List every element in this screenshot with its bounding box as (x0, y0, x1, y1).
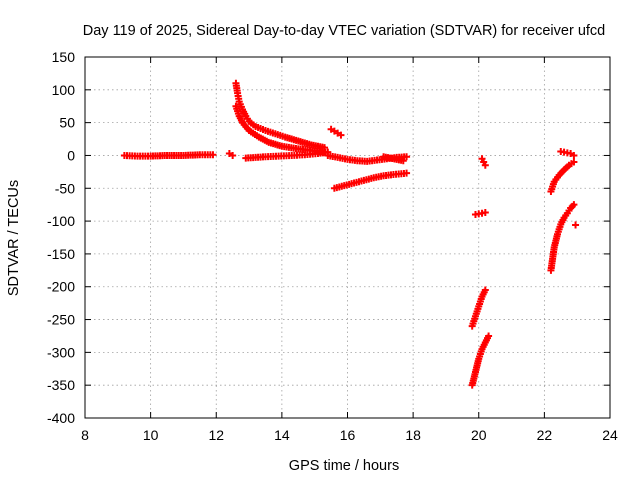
y-tick-label: -250 (47, 312, 75, 328)
data-point (485, 332, 493, 340)
data-point (337, 131, 345, 139)
y-tick-label: -300 (47, 344, 75, 360)
y-tick-label: -100 (47, 213, 75, 229)
y-tick-label: 0 (67, 147, 75, 163)
series-8 (380, 153, 407, 165)
x-tick-label: 22 (537, 427, 553, 443)
data-point (403, 169, 411, 177)
data-point (481, 161, 489, 169)
series-14 (572, 221, 580, 229)
y-tick-label: 150 (52, 49, 76, 65)
series-1 (225, 149, 237, 159)
data-point (403, 153, 411, 161)
series-4 (242, 148, 332, 162)
y-axis: 150 100 50 0 -50 -100 -150 -200 -250 -300 -350 -400 (47, 49, 610, 426)
series-12 (468, 332, 493, 389)
chart-title: Day 119 of 2025, Sidereal Day-to-day VTE… (83, 23, 605, 39)
y-tick-label: -50 (55, 180, 75, 196)
y-tick-label: 50 (59, 115, 75, 131)
series-5 (327, 125, 345, 139)
x-tick-label: 24 (602, 427, 618, 443)
x-axis-label: GPS time / hours (289, 458, 399, 474)
y-tick-label: -350 (47, 377, 75, 393)
data-point (209, 151, 217, 159)
data-point (481, 209, 489, 217)
series-13 (547, 201, 578, 274)
series-7 (330, 169, 411, 192)
x-tick-label: 16 (340, 427, 356, 443)
y-tick-label: -200 (47, 279, 75, 295)
data-points (120, 79, 580, 389)
grid (85, 57, 610, 418)
data-point (481, 286, 489, 294)
series-11 (468, 286, 489, 330)
x-axis: 8 10 12 14 16 18 20 22 24 (81, 57, 618, 443)
series-2 (232, 79, 329, 152)
y-tick-label: -150 (47, 246, 75, 262)
data-point (570, 201, 578, 209)
y-axis-label: SDTVAR / TECUs (6, 180, 22, 296)
x-tick-label: 18 (405, 427, 421, 443)
series-16 (557, 148, 578, 159)
y-tick-label: -400 (47, 410, 75, 426)
data-point (229, 151, 237, 159)
x-tick-label: 10 (143, 427, 159, 443)
data-point (570, 158, 578, 166)
series-15 (547, 158, 578, 196)
x-tick-label: 14 (274, 427, 290, 443)
x-tick-label: 12 (208, 427, 224, 443)
x-tick-label: 8 (81, 427, 89, 443)
x-tick-label: 20 (471, 427, 487, 443)
series-9 (471, 209, 489, 219)
series-3 (232, 102, 329, 156)
y-tick-label: 100 (52, 82, 76, 98)
data-point (572, 221, 580, 229)
series-0 (120, 151, 217, 160)
series-10 (478, 155, 489, 169)
data-point (570, 151, 578, 159)
data-point (399, 157, 407, 165)
